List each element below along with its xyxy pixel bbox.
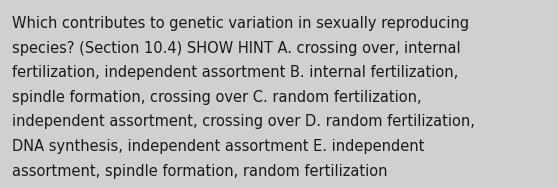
Text: independent assortment, crossing over D. random fertilization,: independent assortment, crossing over D.… xyxy=(12,114,475,130)
Text: fertilization, independent assortment B. internal fertilization,: fertilization, independent assortment B.… xyxy=(12,65,459,80)
Text: assortment, spindle formation, random fertilization: assortment, spindle formation, random fe… xyxy=(12,164,388,179)
Text: spindle formation, crossing over C. random fertilization,: spindle formation, crossing over C. rand… xyxy=(12,90,422,105)
Text: DNA synthesis, independent assortment E. independent: DNA synthesis, independent assortment E.… xyxy=(12,139,425,154)
Text: species? (Section 10.4) SHOW HINT A. crossing over, internal: species? (Section 10.4) SHOW HINT A. cro… xyxy=(12,41,461,56)
Text: Which contributes to genetic variation in sexually reproducing: Which contributes to genetic variation i… xyxy=(12,16,469,31)
